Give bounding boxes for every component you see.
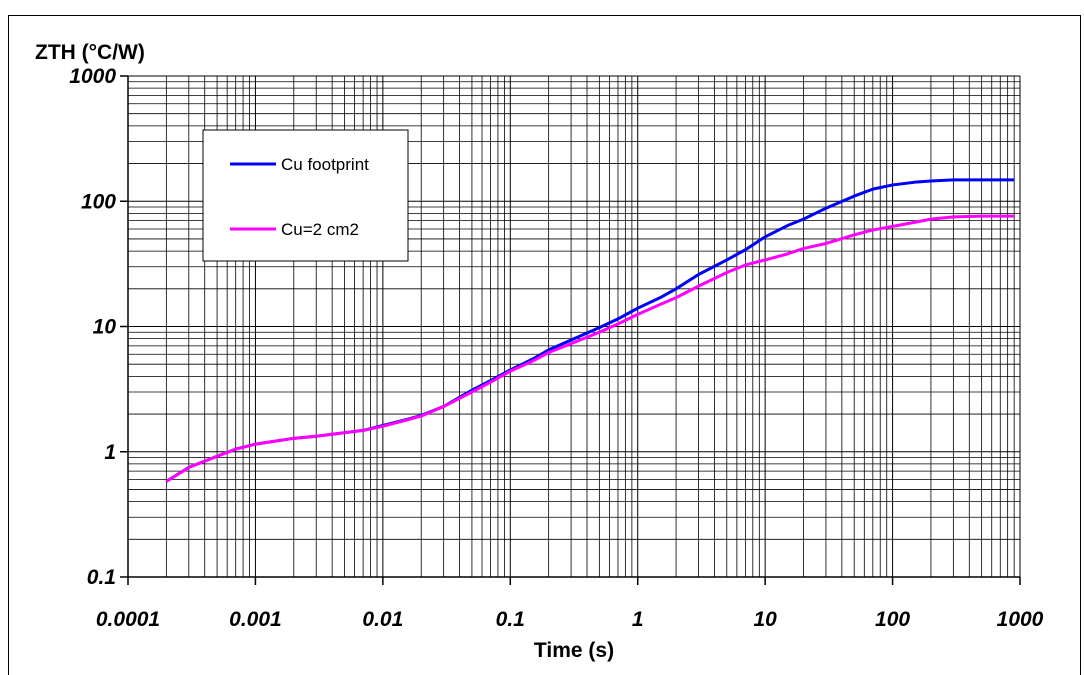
x-tick-label: 0.01: [362, 608, 403, 631]
x-tick-label: 1000: [997, 608, 1044, 631]
x-tick-label: 0.0001: [96, 608, 160, 631]
legend-box: [202, 129, 409, 262]
x-tick-label: 0.001: [229, 608, 282, 631]
y-tick-label: 100: [81, 190, 116, 213]
y-tick-label: 0.1: [87, 566, 116, 589]
y-tick-label: 1: [104, 441, 116, 464]
series-line-cu-2cm2: [165, 214, 1015, 483]
axis-layer: [120, 75, 1021, 585]
x-tick-label: 100: [875, 608, 910, 631]
x-axis-title: Time (s): [534, 639, 614, 662]
y-tick-label: 10: [93, 316, 117, 339]
legend-label-cu-footprint: Cu footprint: [281, 155, 369, 174]
label-layer: ZTH (°C/W) Time (s) 0.1 1 10 100 1000 0.0001 0…: [35, 41, 1044, 662]
chart-frame: [8, 15, 1081, 675]
y-tick-label: 1000: [69, 65, 116, 88]
x-tick-label: 0.1: [496, 608, 525, 631]
y-axis-title: ZTH (°C/W): [35, 41, 145, 64]
legend-label-cu-2cm2: Cu=2 cm2: [281, 220, 359, 239]
series-layer: [165, 178, 1015, 483]
x-tick-label: 1: [632, 608, 644, 631]
x-tick-label: 10: [753, 608, 777, 631]
legend: Cu footprint Cu=2 cm2: [202, 129, 409, 262]
